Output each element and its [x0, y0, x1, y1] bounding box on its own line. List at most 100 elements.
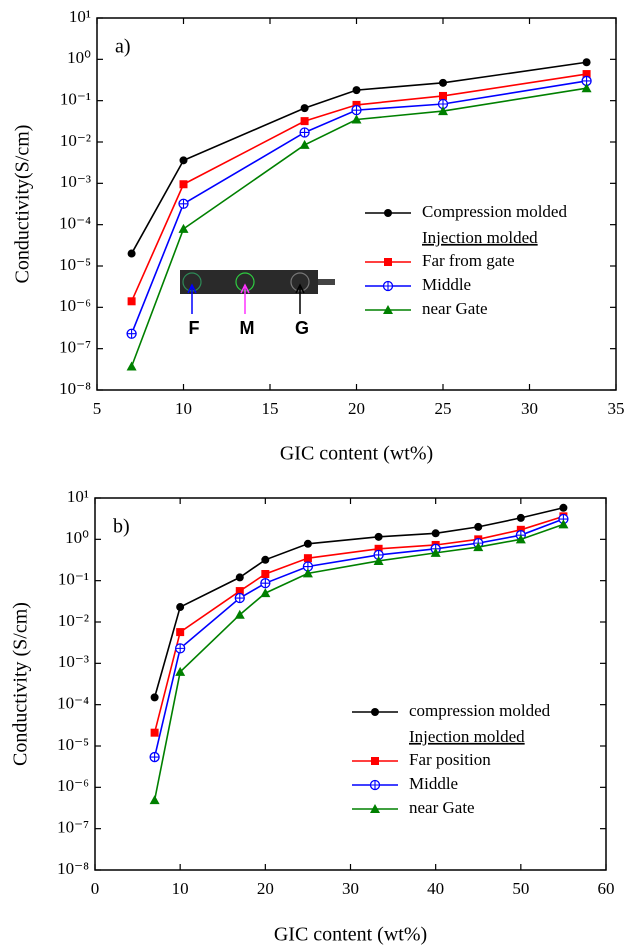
y-tick-label: 10⁻⁶: [57, 776, 89, 795]
marker: [303, 554, 312, 563]
marker-shape: [431, 529, 440, 538]
x-tick-label: 25: [435, 399, 452, 418]
marker-shape: [150, 752, 160, 762]
x-tick-label: 0: [91, 879, 100, 898]
marker-shape: [149, 795, 160, 805]
y-tick-label: 10⁻⁸: [57, 859, 89, 878]
legend-label: Middle: [409, 774, 458, 793]
marker-shape: [127, 249, 136, 258]
marker-shape: [352, 105, 361, 115]
marker-shape: [235, 573, 244, 582]
marker-shape: [235, 593, 245, 603]
y-tick-label: 10⁻⁵: [59, 255, 91, 274]
y-tick-label: 10¹: [69, 7, 91, 26]
marker-shape: [127, 329, 137, 339]
x-tick-label: 30: [521, 399, 538, 418]
y-tick-label: 10⁻⁷: [59, 338, 91, 357]
marker: [299, 139, 310, 149]
y-tick-label: 10⁻³: [60, 172, 91, 191]
marker-shape: [581, 83, 592, 93]
marker: [516, 513, 525, 522]
marker-shape: [178, 223, 189, 233]
marker-shape: [439, 78, 447, 87]
marker-shape: [260, 578, 270, 588]
marker: [176, 628, 185, 637]
marker: [178, 198, 189, 209]
marker: [127, 249, 136, 258]
y-tick-label: 10⁻²: [60, 131, 91, 150]
y-tick-label: 10⁻⁸: [59, 379, 91, 398]
marker: [582, 58, 591, 67]
x-tick-label: 50: [512, 879, 529, 898]
marker: [384, 209, 392, 217]
marker: [352, 100, 361, 109]
marker: [260, 578, 271, 589]
x-tick-label: 10: [172, 879, 189, 898]
marker-shape: [374, 544, 383, 553]
marker-shape: [371, 708, 379, 716]
marker: [371, 757, 379, 765]
marker: [474, 522, 483, 531]
marker: [384, 258, 392, 266]
series-line: [153, 515, 564, 733]
marker-shape: [127, 297, 136, 306]
marker-shape: [126, 361, 137, 371]
marker: [351, 114, 362, 124]
marker-shape: [371, 757, 379, 765]
marker-shape: [303, 554, 312, 563]
marker: [302, 568, 313, 578]
marker: [581, 83, 592, 93]
marker: [558, 513, 569, 525]
marker-shape: [384, 209, 392, 217]
marker: [127, 297, 136, 306]
marker: [371, 708, 379, 716]
marker-shape: [303, 539, 312, 548]
marker-shape: [516, 525, 525, 534]
y-tick-label: 10⁻¹: [60, 90, 91, 109]
panel-label: b): [113, 516, 130, 538]
x-tick-label: 60: [598, 879, 615, 898]
marker: [261, 569, 270, 578]
legend-label: near Gate: [409, 798, 475, 817]
y-tick-label: 10⁻⁵: [57, 735, 89, 754]
marker-shape: [175, 643, 185, 653]
marker: [150, 728, 159, 737]
x-tick-label: 20: [257, 879, 274, 898]
inset-label: F: [189, 318, 200, 338]
y-axis-title: Conductivity(S/cm): [12, 125, 34, 284]
y-tick-label: 10¹: [67, 487, 89, 506]
x-tick-label: 5: [93, 399, 102, 418]
legend-label: Far from gate: [422, 251, 515, 270]
marker-shape: [351, 114, 362, 124]
marker-shape: [474, 522, 483, 531]
marker: [175, 666, 186, 676]
marker: [126, 361, 137, 371]
marker-shape: [383, 281, 393, 291]
inset-arrowhead: [240, 283, 250, 294]
marker-shape: [300, 127, 310, 137]
marker-shape: [516, 513, 525, 522]
inset-tab: [318, 279, 335, 285]
marker: [235, 573, 244, 582]
marker-shape: [559, 503, 568, 512]
legend-subtitle: Injection molded: [409, 727, 525, 746]
marker: [516, 525, 525, 534]
series-line: [130, 80, 587, 335]
marker-shape: [430, 547, 441, 557]
marker-shape: [352, 86, 361, 95]
marker-shape: [175, 666, 186, 676]
x-tick-label: 20: [348, 399, 365, 418]
marker: [515, 534, 526, 544]
series-line: [153, 523, 564, 801]
legend-label: near Gate: [422, 299, 488, 318]
x-tick-label: 40: [427, 879, 444, 898]
marker: [373, 555, 384, 565]
legend-label: Far position: [409, 750, 491, 769]
marker: [382, 280, 394, 292]
marker-shape: [150, 728, 159, 737]
series-line: [153, 518, 564, 758]
legend-label: compression molded: [409, 701, 551, 720]
marker: [126, 328, 137, 339]
marker: [175, 643, 186, 654]
